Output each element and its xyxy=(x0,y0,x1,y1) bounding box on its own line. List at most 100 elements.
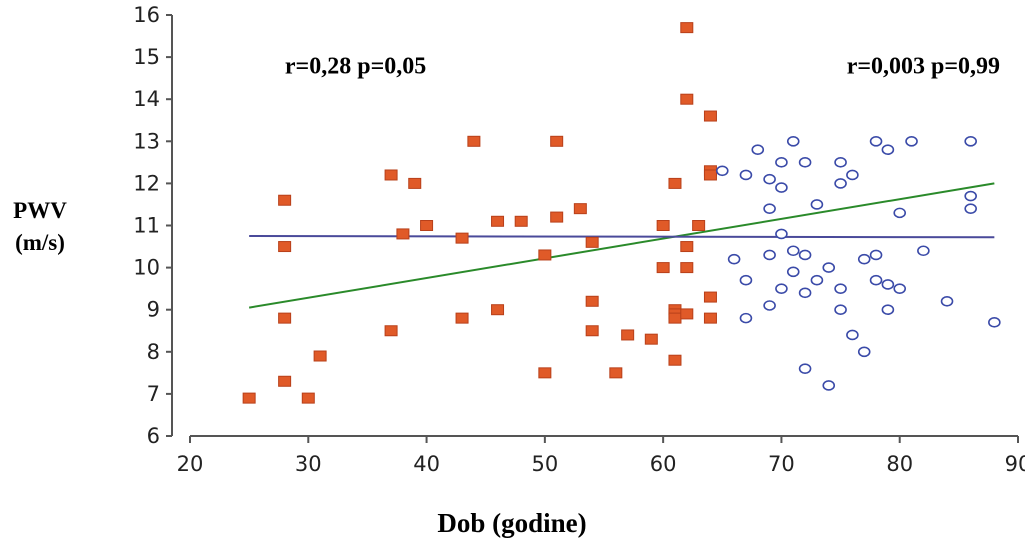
data-point-circle xyxy=(940,295,954,307)
data-point-square xyxy=(538,249,552,261)
data-point-circle xyxy=(775,157,788,168)
data-point-square xyxy=(573,203,587,215)
data-points xyxy=(242,22,1001,404)
data-point-circle xyxy=(739,169,753,181)
y-tick-label: 6 xyxy=(147,424,160,448)
data-point-square xyxy=(384,169,398,181)
y-tick-label: 7 xyxy=(147,382,160,406)
y-tick-label: 14 xyxy=(133,87,160,111)
x-tick-label: 60 xyxy=(650,452,677,476)
data-point-square xyxy=(313,350,327,362)
data-point-circle xyxy=(751,144,765,156)
data-point-square xyxy=(668,312,682,324)
data-point-square xyxy=(550,211,564,223)
data-point-circle xyxy=(893,283,907,294)
x-tick-label: 80 xyxy=(886,452,913,476)
data-point-circle xyxy=(715,165,729,177)
data-point-square xyxy=(301,392,315,404)
data-point-circle xyxy=(869,249,883,261)
data-point-circle xyxy=(798,157,812,168)
data-point-circle xyxy=(810,199,824,210)
data-point-square xyxy=(455,232,469,244)
data-point-square xyxy=(703,291,717,303)
data-point-square xyxy=(621,329,635,341)
data-point-circle xyxy=(869,136,883,147)
data-point-circle xyxy=(834,283,847,294)
x-tick-label: 40 xyxy=(413,452,440,476)
data-point-circle xyxy=(905,136,918,147)
data-point-square xyxy=(703,312,717,324)
x-tick-label: 30 xyxy=(295,452,322,476)
data-point-square xyxy=(644,333,658,345)
data-point-square xyxy=(384,325,398,337)
data-point-circle xyxy=(881,279,895,290)
y-tick-label: 11 xyxy=(133,214,160,238)
data-point-square xyxy=(514,215,528,227)
data-point-circle xyxy=(810,274,824,286)
axes: 6 7 8 9 10 11 12 13 14 15 16 20 30 40 50 60 70 80 90 xyxy=(133,3,1025,476)
data-point-circle xyxy=(834,178,847,189)
data-point-square xyxy=(455,312,469,324)
data-point-circle xyxy=(763,249,776,261)
data-point-square xyxy=(491,304,505,316)
data-point-circle xyxy=(857,253,871,265)
data-point-square xyxy=(680,241,694,253)
data-point-square xyxy=(420,220,434,231)
data-point-circle xyxy=(775,182,788,193)
data-point-square xyxy=(668,177,682,189)
y-axis-title: (m/s) xyxy=(15,230,65,255)
data-point-square xyxy=(278,312,292,324)
data-point-circle xyxy=(775,228,788,240)
data-point-circle xyxy=(964,136,977,147)
data-point-circle xyxy=(786,266,800,278)
data-point-square xyxy=(242,392,256,404)
data-point-square xyxy=(467,135,481,147)
data-point-circle xyxy=(964,203,977,214)
y-tick-label: 13 xyxy=(133,129,160,153)
data-point-circle xyxy=(964,190,977,202)
data-point-circle xyxy=(763,300,776,311)
data-point-circle xyxy=(881,144,895,156)
data-point-circle xyxy=(727,253,741,265)
data-point-square xyxy=(585,325,599,337)
data-point-circle xyxy=(893,207,907,219)
y-tick-label: 10 xyxy=(133,256,160,280)
data-point-square xyxy=(680,22,694,34)
correlation-annotation: r=0,28 p=0,05 xyxy=(285,54,426,80)
y-tick-label: 8 xyxy=(147,340,160,364)
data-point-circle xyxy=(857,346,871,358)
data-point-square xyxy=(692,220,706,231)
y-axis-title: PWV xyxy=(13,198,67,223)
data-point-square xyxy=(278,194,292,206)
data-point-square xyxy=(609,367,623,379)
data-point-circle xyxy=(822,380,836,391)
data-point-square xyxy=(668,354,682,366)
data-point-square xyxy=(550,135,564,147)
data-point-circle xyxy=(739,312,753,324)
data-point-circle xyxy=(798,363,812,374)
data-point-circle xyxy=(834,304,847,316)
data-point-circle xyxy=(822,262,836,273)
x-tick-label: 70 xyxy=(768,452,795,476)
data-point-circle xyxy=(988,317,1001,328)
y-tick-label: 16 xyxy=(133,3,160,27)
data-point-square xyxy=(585,295,599,307)
data-point-square xyxy=(396,228,410,240)
labels: r=0,28 p=0,05 r=0,003 p=0,99 Dob (godine) P… xyxy=(13,54,1000,538)
y-tick-label: 12 xyxy=(133,171,160,195)
data-point-circle xyxy=(869,274,883,286)
data-point-circle xyxy=(798,287,812,299)
data-point-circle xyxy=(881,304,895,316)
data-point-circle xyxy=(846,329,859,341)
data-point-square xyxy=(656,262,670,274)
regression-line xyxy=(248,182,995,309)
data-point-square xyxy=(278,375,292,387)
data-point-square xyxy=(408,177,422,189)
data-point-circle xyxy=(834,157,847,168)
correlation-annotation: r=0,003 p=0,99 xyxy=(847,54,1000,80)
x-tick-label: 50 xyxy=(531,452,558,476)
data-point-circle xyxy=(846,169,859,181)
data-point-square xyxy=(656,220,670,231)
data-point-circle xyxy=(763,173,776,185)
data-point-square xyxy=(703,110,717,122)
